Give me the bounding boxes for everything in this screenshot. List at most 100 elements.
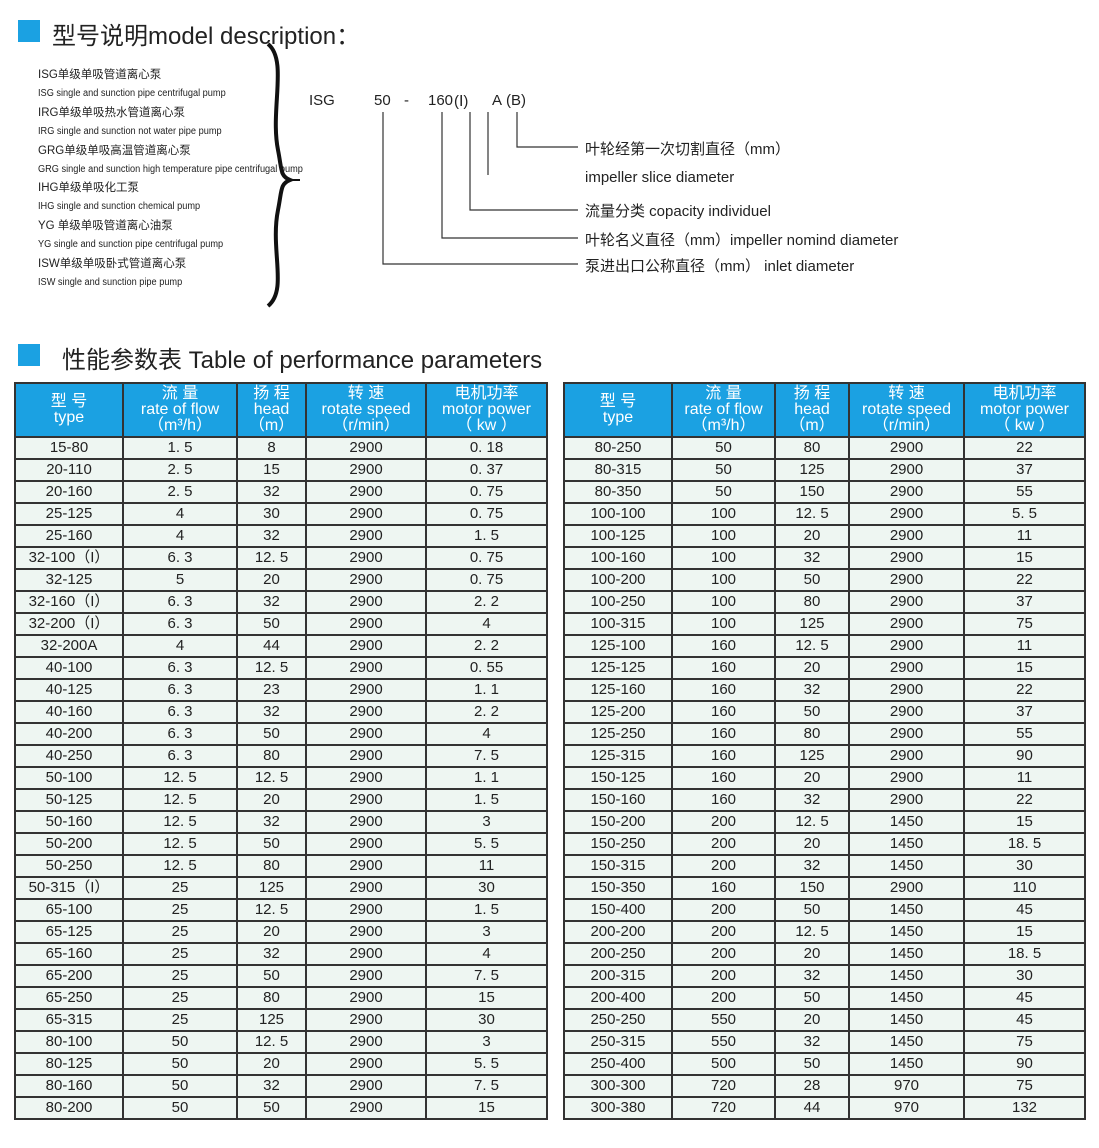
table-cell: 100-315 (563, 612, 673, 636)
table-cell: 5. 5 (425, 1052, 548, 1076)
table-cell: 125-160 (563, 678, 673, 702)
table-cell: 100 (671, 612, 776, 636)
table-cell: 11 (425, 854, 548, 878)
table-cell: 200 (671, 832, 776, 856)
table-cell: 0. 18 (425, 436, 548, 460)
table-row: 100-250 100 80 2900 37 (563, 590, 1086, 614)
table-row: 50-160 12. 5 32 2900 3 (14, 810, 548, 834)
table-cell: 30 (236, 502, 307, 526)
table-cell: 300-300 (563, 1074, 673, 1098)
table-cell: 80 (774, 722, 850, 746)
table-cell: 30 (963, 964, 1086, 988)
table-row: 250-250 550 20 1450 45 (563, 1008, 1086, 1032)
table-cell: 200 (671, 986, 776, 1010)
table-cell: 1450 (848, 920, 965, 944)
table-cell: 150-250 (563, 832, 673, 856)
table-cell: 11 (963, 634, 1086, 658)
table-cell: 2900 (305, 986, 427, 1010)
header-text: rate of flow (140, 401, 220, 418)
header-text: type (602, 409, 634, 426)
table-row: 65-315 25 125 2900 30 (14, 1008, 548, 1032)
table-cell: 25 (122, 1008, 238, 1032)
table-cell: 2900 (305, 700, 427, 724)
table-cell: 2. 5 (122, 458, 238, 482)
table-cell: 150-400 (563, 898, 673, 922)
table-cell: 32 (236, 942, 307, 966)
table-cell: 1450 (848, 1030, 965, 1054)
table-cell: 160 (671, 766, 776, 790)
table-cell: 80 (774, 590, 850, 614)
table-cell: 200 (671, 854, 776, 878)
table-cell: 6. 3 (122, 678, 238, 702)
table-cell: 2900 (305, 1096, 427, 1120)
header-text: 扬 程 (253, 385, 290, 402)
table-cell: 150-200 (563, 810, 673, 834)
table-cell: 65-100 (14, 898, 124, 922)
table-cell: 40-100 (14, 656, 124, 680)
table-row: 125-125 160 20 2900 15 (563, 656, 1086, 680)
model-title: 型号说明model description： (52, 23, 361, 50)
table-cell: 15 (425, 1096, 548, 1120)
header-text: （m³/h） (147, 417, 212, 434)
table-cell: 30 (425, 876, 548, 900)
table-row: 80-350 50 150 2900 55 (563, 480, 1086, 504)
table-row: 32-200A 4 44 2900 2. 2 (14, 634, 548, 658)
model-type-item: YG 单级单吸管道离心油泵 (38, 220, 173, 233)
code-cut2: (B) (506, 92, 526, 109)
table-cell: 200 (671, 920, 776, 944)
table-cell: 125 (774, 458, 850, 482)
table-cell: 37 (963, 590, 1086, 614)
table-cell: 80-100 (14, 1030, 124, 1054)
table-cell: 5. 5 (425, 832, 548, 856)
table-row: 50-125 12. 5 20 2900 1. 5 (14, 788, 548, 812)
performance-table-left: 型 号 type 流 量 rate of flow （m³/h）扬 程 head （m）转 … (14, 382, 548, 1120)
table-row: 150-125 160 20 2900 11 (563, 766, 1086, 790)
table-cell: 12. 5 (122, 854, 238, 878)
table-cell: 2. 5 (122, 480, 238, 504)
table-cell: 2900 (305, 1074, 427, 1098)
label-inlet: 泵进出口公称直径（mm） inlet diameter (585, 258, 855, 275)
table-cell: 970 (848, 1096, 965, 1120)
table-cell: 100-250 (563, 590, 673, 614)
table-cell: 20 (236, 568, 307, 592)
table-cell: 18. 5 (963, 942, 1086, 966)
table-cell: 50 (671, 436, 776, 460)
table-cell: 0. 75 (425, 568, 548, 592)
table-cell: 80 (774, 436, 850, 460)
table-row: 40-250 6. 3 80 2900 7. 5 (14, 744, 548, 768)
table-cell: 32 (236, 590, 307, 614)
table-cell: 80-350 (563, 480, 673, 504)
header-text: 扬 程 (793, 385, 831, 402)
table-cell: 50 (774, 568, 850, 592)
table-cell: 65-200 (14, 964, 124, 988)
table-row: 150-200 200 12. 5 1450 15 (563, 810, 1086, 834)
table-row: 200-400 200 50 1450 45 (563, 986, 1086, 1010)
header-text: rate of flow (684, 401, 763, 418)
table-cell: 1. 5 (425, 524, 548, 548)
table-cell: 5. 5 (963, 502, 1086, 526)
header-text: head (253, 401, 290, 418)
section-marker-icon (18, 344, 40, 366)
model-type-list: ISG单级单吸管道离心泵 ISG single and sunction pipe… (38, 66, 326, 293)
table-cell: 40-125 (14, 678, 124, 702)
table-row: 25-160 4 32 2900 1. 5 (14, 524, 548, 548)
table-cell: 2900 (305, 436, 427, 460)
table-cell: 100 (671, 590, 776, 614)
table-cell: 1450 (848, 854, 965, 878)
model-type-item: ISW单级单吸卧式管道离心泵 (38, 258, 187, 271)
table-cell: 2900 (305, 766, 427, 790)
table-cell: 2900 (848, 700, 965, 724)
model-type-item: IRG single and sunction not water pipe p… (38, 125, 222, 137)
table-row: 200-315 200 32 1450 30 (563, 964, 1086, 988)
table-cell: 50-250 (14, 854, 124, 878)
table-cell: 5 (122, 568, 238, 592)
table-cell: 1. 1 (425, 766, 548, 790)
table-cell: 2900 (848, 766, 965, 790)
table-row: 65-100 25 12. 5 2900 1. 5 (14, 898, 548, 922)
table-cell: 20 (774, 832, 850, 856)
table-cell: 65-315 (14, 1008, 124, 1032)
header-text: rotate speed (862, 401, 951, 418)
table-cell: 720 (671, 1096, 776, 1120)
column-header: 转 速 rotate speed （r/min） (848, 382, 965, 438)
table-row: 40-160 6. 3 32 2900 2. 2 (14, 700, 548, 724)
